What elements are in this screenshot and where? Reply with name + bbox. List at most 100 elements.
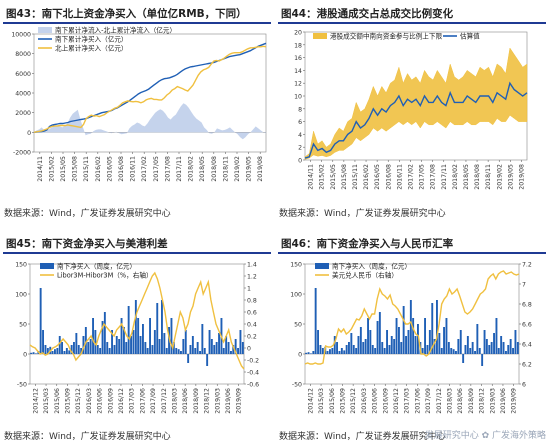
x-tick-label: 2018/03: [171, 388, 178, 414]
x-tick-label: 2015/02: [319, 164, 326, 190]
bar: [485, 339, 488, 354]
x-tick-label: 2019/06: [225, 388, 232, 414]
bar: [326, 351, 329, 354]
bar: [474, 351, 476, 354]
bar: [68, 350, 71, 354]
bar: [476, 324, 479, 354]
x-tick-label: 2018/05: [199, 156, 206, 182]
x-tick-label: 2016/03: [361, 388, 368, 414]
bar: [208, 330, 211, 354]
y-tick-label: 150: [15, 262, 27, 269]
bar: [431, 303, 434, 354]
x-tick-label: 2016/05: [374, 164, 381, 190]
y2-tick-label: 0.2: [247, 334, 257, 341]
x-tick-label: 2017/11: [441, 164, 448, 190]
x-tick-label: 2018/12: [479, 388, 486, 414]
y-tick-label: 8000: [15, 51, 31, 58]
bar: [89, 339, 92, 354]
bar: [364, 339, 367, 354]
x-tick-label: 2014/12: [307, 388, 314, 414]
bar: [182, 339, 185, 354]
bar: [39, 288, 42, 354]
y-tick-label: 150: [290, 262, 302, 269]
bar: [206, 354, 209, 366]
bar: [42, 330, 44, 354]
x-tick-label: 2017/12: [436, 388, 443, 414]
bar: [307, 352, 310, 354]
title-rule: [278, 252, 546, 254]
bar: [507, 345, 510, 354]
bar: [393, 339, 396, 354]
bar: [433, 339, 436, 354]
bar: [142, 324, 144, 354]
y2-tick-label: 6.8: [522, 302, 532, 309]
y2-tick-label: 6.6: [522, 322, 532, 329]
x-tick-label: 2017/12: [161, 388, 168, 414]
bar: [63, 351, 66, 354]
bar: [414, 336, 417, 354]
x-tick-label: 2018/02: [188, 156, 195, 182]
bar: [412, 318, 415, 354]
bar: [232, 345, 235, 354]
x-tick-label: 2017/08: [164, 156, 171, 182]
bar: [490, 342, 493, 354]
x-tick-label: 2014/11: [37, 156, 44, 182]
x-tick-label: 2015/03: [43, 388, 50, 414]
y-tick-label: 12: [294, 81, 302, 88]
bar: [362, 342, 365, 354]
panel-fig46: 图46：南下资金净买入与人民币汇率 -50 0 50 100 150 6 6.2 6.4 6.6…: [275, 222, 550, 443]
x-tick-label: 2018/02: [452, 164, 459, 190]
source-note: 数据来源：Wind，广发证券发展研究中心: [279, 209, 446, 219]
x-tick-label: 2016/05: [106, 156, 113, 182]
bar: [165, 348, 168, 354]
y-tick-label: 20: [294, 30, 302, 37]
legend-label: 港股成交额中南向资金参与比例上下限: [330, 32, 442, 41]
bar: [440, 348, 443, 354]
x-tick-label: 2014/11: [308, 164, 315, 190]
bar: [450, 348, 453, 354]
bar: [32, 352, 35, 354]
bar: [65, 348, 68, 354]
bar: [321, 348, 324, 354]
bar: [333, 336, 336, 354]
x-tick-label: 2015/02: [48, 156, 55, 182]
legend-label: 南下净买入（周度，亿元）: [332, 262, 411, 271]
x-tick-label: 2019/06: [500, 388, 507, 414]
x-tick-label: 2017/03: [404, 388, 411, 414]
bar: [153, 330, 156, 354]
figure-title: 图46：南下资金净买入与人民币汇率: [281, 238, 454, 250]
bar: [113, 345, 116, 354]
y2-tick-label: 6.4: [522, 342, 532, 349]
y-tick-label: 0: [27, 130, 31, 137]
bar: [398, 327, 400, 354]
y2-tick-label: 0.6: [247, 310, 257, 317]
bar: [512, 348, 514, 354]
bar: [471, 342, 474, 354]
y2-tick-label: 1: [247, 286, 251, 293]
x-tick-label: 2018/11: [222, 156, 229, 182]
bar: [30, 352, 33, 354]
x-tick-label: 2015/12: [350, 388, 357, 414]
bar: [75, 333, 78, 354]
bar: [99, 348, 102, 354]
x-tick-label: 2018/05: [463, 164, 470, 190]
bar: [87, 342, 90, 354]
y-tick-label: 50: [294, 322, 302, 329]
x-tick-label: 2015/06: [329, 388, 336, 414]
bar: [111, 330, 113, 354]
bar: [96, 345, 99, 354]
watermark: 发展研究中心 ✿ 广发海外策略: [424, 431, 546, 441]
bar: [61, 342, 63, 354]
bar: [161, 300, 163, 354]
bar: [46, 348, 49, 354]
bar: [222, 348, 225, 354]
bar: [203, 348, 206, 354]
source-note: 数据来源：Wind，广发证券发展研究中心: [4, 432, 171, 442]
bar: [388, 345, 391, 354]
bar: [163, 333, 166, 354]
y2-tick-label: 1.4: [247, 262, 257, 269]
bar: [137, 318, 140, 354]
bar: [146, 348, 149, 354]
bar: [488, 345, 491, 354]
y-tick-label: 6: [298, 119, 302, 126]
